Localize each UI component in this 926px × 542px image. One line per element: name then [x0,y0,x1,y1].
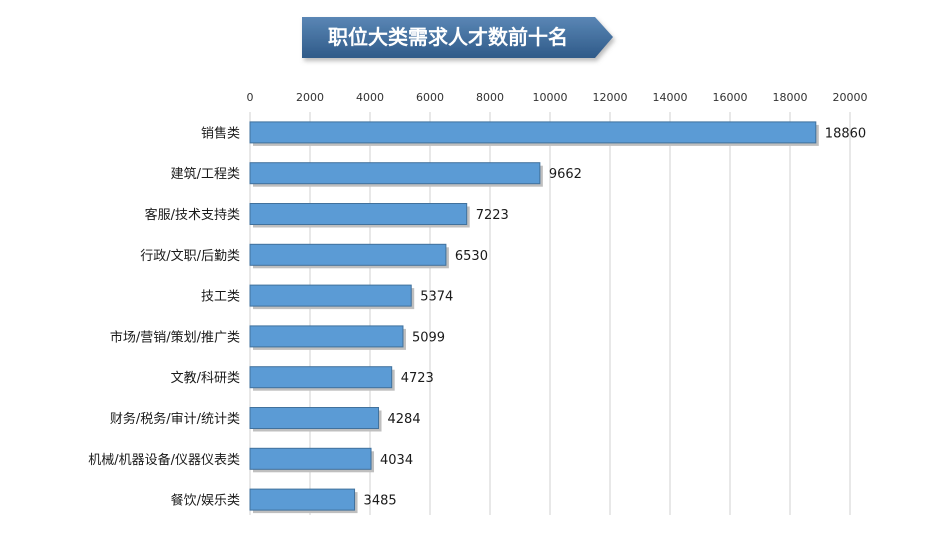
category-label: 销售类 [201,125,240,141]
category-label: 技工类 [201,290,240,305]
category-label: 客服/技术支持类 [145,207,240,223]
x-tick-label: 6000 [416,91,444,104]
data-label: 5374 [420,290,453,305]
x-tick-label: 4000 [356,91,384,104]
category-label: 建筑/工程类 [171,166,240,182]
value-labels: 18860 9662 7223 6530 5374 5099 4723 4284 4034 348… [364,126,867,508]
x-tick-label: 2000 [296,91,324,104]
x-tick-label: 20000 [833,91,868,104]
bar [249,203,468,225]
category-label: 机械/机器设备/仪器仪表类 [88,452,240,468]
bar [249,488,356,511]
title-banner-shape [302,17,613,58]
bar [249,366,393,389]
category-label: 市场/营销/策划/推广类 [110,329,240,345]
x-tick-label: 8000 [476,91,504,104]
data-label: 7223 [476,208,509,223]
bars [249,121,819,514]
x-tick-label: 16000 [713,91,748,104]
data-label: 9662 [549,167,582,182]
data-label: 18860 [825,126,866,141]
bar [249,243,447,266]
category-label: 财务/税务/审计/统计类 [110,411,240,427]
x-tick-label: 12000 [593,91,628,104]
data-label: 4284 [388,412,421,427]
x-tick-label: 10000 [533,91,568,104]
data-label: 6530 [455,249,488,264]
bar [249,121,817,144]
chart-title: 职位大类需求人才数前十名 [328,25,568,49]
bar [249,447,372,470]
data-label: 4723 [401,371,434,386]
bar [249,162,541,185]
x-tick-label: 14000 [653,91,688,104]
data-label: 4034 [380,453,413,468]
category-label: 行政/文职/后勤类 [140,249,240,264]
bar [249,325,404,348]
category-label: 文教/科研类 [171,370,240,386]
data-label: 5099 [412,330,445,345]
bar [249,407,380,429]
x-tick-label: 18000 [773,91,808,104]
category-label: 餐饮/娱乐类 [171,493,240,509]
chart-title-banner: 职位大类需求人才数前十名 [302,17,613,58]
x-axis-ticks: 0 2000 4000 6000 8000 10000 12000 14000 16000 180… [247,91,868,104]
data-label: 3485 [364,494,397,509]
x-tick-label: 0 [247,91,254,104]
category-labels: 销售类建筑/工程类客服/技术支持类行政/文职/后勤类技工类市场/营销/策划/推广… [88,125,240,508]
bar [249,284,412,307]
